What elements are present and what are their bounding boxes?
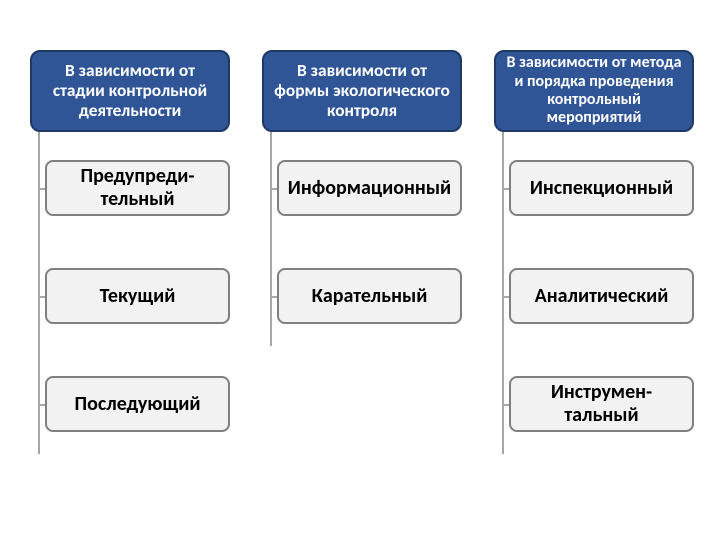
item-label: Инспекци­онный (530, 177, 673, 200)
column-1: В зависимости от стадии контрольной деят… (30, 50, 230, 132)
column-1-item-1: Предупреди­тельный (45, 160, 230, 216)
item-label: Предупреди­тельный (55, 165, 220, 211)
column-3-item-1: Инспекци­онный (509, 160, 694, 216)
item-label: Последую­щий (75, 393, 201, 416)
column-1-header-text: В зависимости от стадии контрольной деят… (42, 61, 218, 121)
column-3: В зависимости от метода и порядка провед… (494, 50, 694, 132)
column-3-item-2: Аналитичес­кий (509, 268, 694, 324)
item-label: Инструмен­тальный (519, 381, 684, 427)
column-2-item-1: Информаци­онный (277, 160, 462, 216)
column-1-item-2: Текущий (45, 268, 230, 324)
item-label: Карательный (312, 285, 428, 308)
column-3-header: В зависимости от метода и порядка провед… (494, 50, 694, 132)
column-2-item-2: Карательный (277, 268, 462, 324)
connector (270, 132, 272, 346)
column-2: В зависимости от формы экологического ко… (262, 50, 462, 132)
column-3-item-3: Инструмен­тальный (509, 376, 694, 432)
item-label: Аналитичес­кий (535, 285, 669, 308)
item-label: Информаци­онный (288, 177, 451, 200)
diagram-canvas: В зависимости от стадии контрольной деят… (0, 0, 720, 540)
column-2-header-text: В зависимости от формы экологического ко… (274, 61, 450, 121)
column-1-item-3: Последую­щий (45, 376, 230, 432)
item-label: Текущий (100, 285, 176, 308)
column-2-header: В зависимости от формы экологического ко… (262, 50, 462, 132)
column-1-header: В зависимости от стадии контрольной деят… (30, 50, 230, 132)
column-3-header-text: В зависимости от метода и порядка провед… (506, 54, 682, 128)
